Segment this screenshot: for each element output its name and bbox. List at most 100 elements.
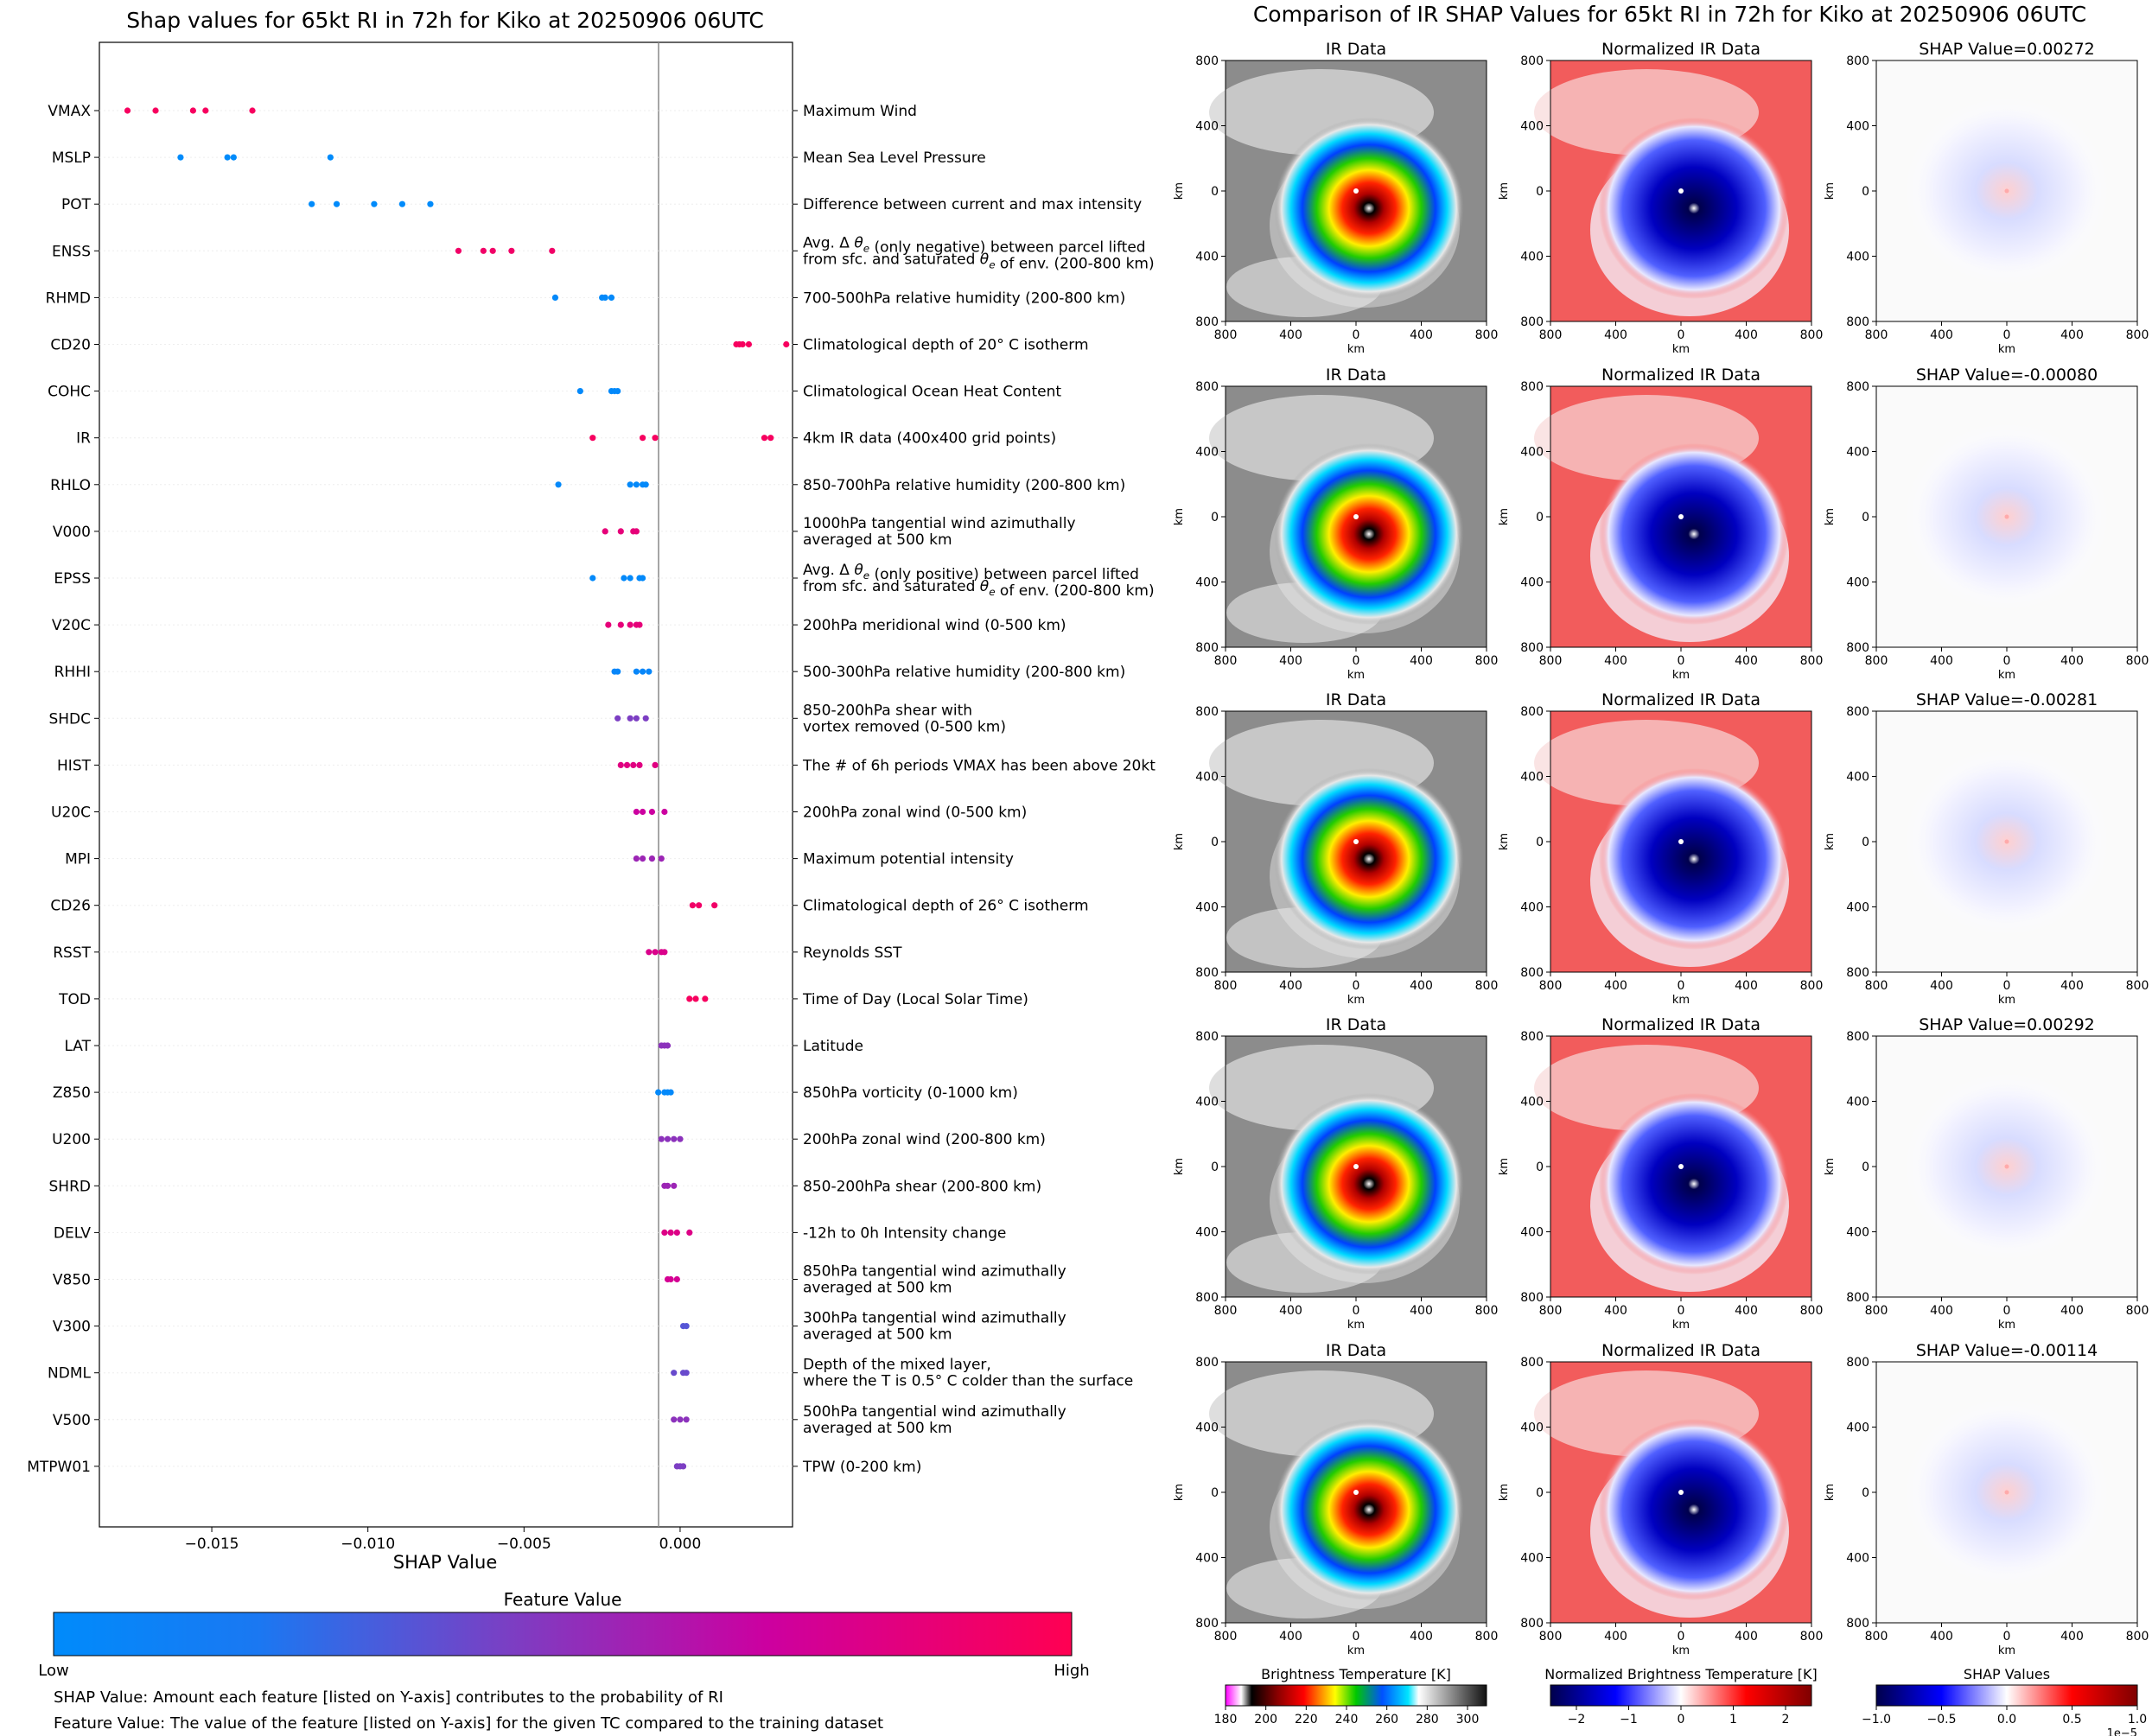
y-axis-label: km bbox=[1498, 833, 1511, 850]
feature-code-label: SHRD bbox=[49, 1178, 91, 1195]
colorbar-tick-label: −2 bbox=[1568, 1713, 1586, 1726]
shap-dot bbox=[671, 1135, 678, 1142]
shap-dot bbox=[371, 200, 378, 207]
y-axis-tick-label: 800 bbox=[1195, 54, 1219, 68]
x-axis-tick-label: 400 bbox=[1410, 979, 1433, 993]
shap-dot bbox=[667, 1229, 674, 1236]
x-axis-tick-label: 800 bbox=[1539, 654, 1563, 668]
y-axis-tick-label: 0 bbox=[1536, 1486, 1544, 1500]
x-axis-tick-label: 0 bbox=[1678, 1304, 1685, 1318]
feature-description-label: 500-300hPa relative humidity (200-800 km… bbox=[803, 664, 1125, 681]
y-axis-tick-label: 800 bbox=[1520, 966, 1544, 980]
feature-code-label: LAT bbox=[64, 1038, 91, 1055]
shap-dot bbox=[633, 855, 640, 862]
feature-description-label: -12h to 0h Intensity change bbox=[803, 1224, 1006, 1242]
feature-code-label: V20C bbox=[52, 617, 91, 634]
feature-code-label: POT bbox=[61, 196, 92, 213]
x-axis-label: km bbox=[1347, 1319, 1365, 1332]
y-axis-tick-label: 800 bbox=[1195, 641, 1219, 655]
storm-ir bbox=[1274, 768, 1464, 950]
x-axis-tick-label: 800 bbox=[1475, 1304, 1499, 1318]
shap-dot bbox=[639, 668, 646, 675]
shap-dot bbox=[673, 1229, 680, 1236]
y-axis-tick-label: 800 bbox=[1520, 705, 1544, 719]
shap-dot bbox=[230, 154, 237, 161]
right-panel-title: Comparison of IR SHAP Values for 65kt RI… bbox=[1253, 2, 2086, 27]
y-axis-tick-label: 400 bbox=[1846, 901, 1869, 915]
shap-dot bbox=[671, 1370, 678, 1377]
x-axis-tick-label: 400 bbox=[1279, 654, 1302, 668]
shap-dot bbox=[627, 621, 634, 628]
feature-code-label: Z850 bbox=[53, 1084, 91, 1102]
shap-dot bbox=[639, 855, 646, 862]
feature-code-label: NDML bbox=[48, 1365, 91, 1383]
feature-code-label: CD26 bbox=[50, 898, 91, 915]
ir-colorbars: Brightness Temperature [K] 180 200 220 240 26… bbox=[1214, 1666, 2148, 1736]
x-axis-tick-label: 800 bbox=[1214, 328, 1238, 342]
x-axis-tick-label: 400 bbox=[2060, 1304, 2084, 1318]
shap-dot bbox=[692, 995, 699, 1002]
colorbar-tick-label: −1.0 bbox=[1862, 1713, 1891, 1726]
panel-title: SHAP Value=-0.00281 bbox=[1916, 690, 2098, 709]
image-panel: Normalized IR Data8008004004000040040080… bbox=[1498, 40, 1823, 356]
storm-center bbox=[1678, 188, 1684, 194]
x-axis-tick-label: 800 bbox=[1800, 1304, 1824, 1318]
colorbar-label: Normalized Brightness Temperature [K] bbox=[1544, 1666, 1818, 1682]
y-axis-tick-label: 400 bbox=[1846, 1552, 1869, 1566]
x-axis-tick-label: 800 bbox=[1800, 979, 1824, 993]
x-axis-tick-label: 800 bbox=[1214, 654, 1238, 668]
x-axis-tick-label: 0 bbox=[1678, 654, 1685, 668]
shap-dot bbox=[614, 715, 621, 722]
y-axis-tick-label: 800 bbox=[1846, 1030, 1869, 1044]
x-axis-tick-label: 0 bbox=[1678, 979, 1685, 993]
shap-dot bbox=[589, 575, 596, 582]
y-axis-tick-label: 0 bbox=[1862, 1486, 1869, 1500]
x-tick-label: −0.010 bbox=[341, 1536, 395, 1553]
y-axis-tick-label: 800 bbox=[1846, 1617, 1869, 1631]
image-panel: Normalized IR Data8008004004000040040080… bbox=[1498, 1341, 1823, 1657]
storm-ir bbox=[1274, 1419, 1464, 1600]
y-axis-tick-label: 0 bbox=[1862, 836, 1869, 849]
colorbar-bar bbox=[1875, 1684, 2138, 1707]
x-axis-label: km bbox=[1998, 1644, 2015, 1657]
feature-colorbar bbox=[53, 1612, 1073, 1657]
shap-dot bbox=[633, 481, 640, 488]
x-axis-tick-label: 400 bbox=[2060, 328, 2084, 342]
shap-dot bbox=[739, 340, 746, 348]
y-axis-tick-label: 0 bbox=[1211, 1161, 1219, 1174]
feature-code-label: MSLP bbox=[52, 149, 91, 167]
shap-dot bbox=[639, 575, 646, 582]
shap-dot bbox=[679, 1463, 687, 1470]
x-axis-tick-label: 400 bbox=[1930, 328, 1953, 342]
x-axis-tick-label: 800 bbox=[1539, 1630, 1563, 1644]
storm-normalized bbox=[1599, 118, 1789, 299]
shap-dot bbox=[639, 435, 646, 442]
feature-description-label: averaged at 500 km bbox=[803, 531, 952, 549]
y-axis-tick-label: 800 bbox=[1520, 1291, 1544, 1305]
y-axis-tick-label: 800 bbox=[1846, 705, 1869, 719]
x-axis-tick-label: 800 bbox=[1865, 1630, 1888, 1644]
storm-center bbox=[2004, 1164, 2009, 1169]
x-axis-tick-label: 400 bbox=[1279, 979, 1302, 993]
shap-dot bbox=[658, 1135, 665, 1142]
shap-dot bbox=[152, 107, 159, 114]
feature-description-label: Depth of the mixed layer, bbox=[803, 1357, 991, 1374]
shap-dot bbox=[602, 294, 608, 301]
y-axis-tick-label: 400 bbox=[1195, 1421, 1219, 1435]
panel-title: Normalized IR Data bbox=[1601, 366, 1760, 385]
shap-dot bbox=[652, 761, 659, 769]
feature-description-label: 200hPa zonal wind (0-500 km) bbox=[803, 804, 1027, 822]
shap-dot bbox=[617, 621, 624, 628]
x-axis-tick-label: 800 bbox=[1865, 654, 1888, 668]
panel-title: Normalized IR Data bbox=[1601, 690, 1760, 709]
feature-description-label: 200hPa zonal wind (200-800 km) bbox=[803, 1131, 1046, 1148]
y-axis-tick-label: 0 bbox=[1536, 185, 1544, 199]
x-tick-label: −0.005 bbox=[497, 1536, 551, 1553]
y-axis-tick-label: 400 bbox=[1195, 1096, 1219, 1110]
storm-center bbox=[1678, 1490, 1684, 1495]
x-axis-label: km bbox=[1347, 994, 1365, 1007]
shap-dot bbox=[508, 247, 515, 254]
y-axis-tick-label: 400 bbox=[1195, 251, 1219, 264]
